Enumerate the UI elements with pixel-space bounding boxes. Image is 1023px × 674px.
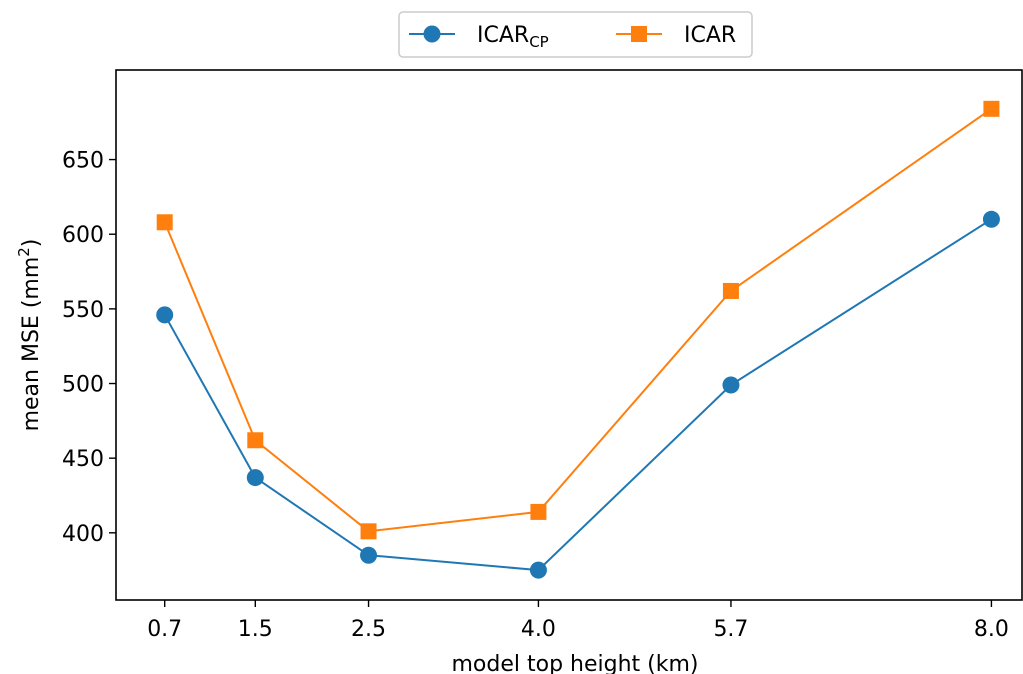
x-tick-label: 4.0 (521, 617, 556, 642)
y-axis-label: mean MSE (mm2) (15, 239, 44, 432)
x-tick-label: 1.5 (238, 617, 273, 642)
data-point-square (247, 432, 264, 449)
y-axis-ticks: 400 450 500 550 600 650 (62, 149, 116, 547)
series-line (163, 107, 992, 533)
y-tick-label: 450 (62, 447, 104, 472)
series-0 (156, 210, 1000, 579)
legend-label-icarcp: ICARCP (477, 23, 549, 51)
data-point-circle (360, 546, 378, 564)
legend: ICARCP ICAR (398, 11, 753, 58)
series-line (163, 218, 992, 572)
data-point-circle (982, 210, 1000, 228)
x-axis-ticks: 0.7 1.5 2.5 4.0 5.7 8.0 (147, 600, 1009, 642)
y-tick-label: 600 (62, 223, 104, 248)
plot-area (115, 69, 1023, 601)
x-tick-label: 8.0 (974, 617, 1009, 642)
data-point-square (722, 282, 739, 299)
y-tick-label: 500 (62, 373, 104, 398)
data-point-circle (156, 306, 174, 324)
data-point-square (360, 523, 377, 540)
data-point-circle (529, 561, 547, 579)
series-1 (156, 100, 1000, 540)
x-tick-label: 0.7 (147, 617, 182, 642)
y-tick-label: 550 (62, 298, 104, 323)
x-axis-label: model top height (km) (452, 652, 699, 674)
data-point-square (156, 214, 173, 231)
legend-label-icar: ICAR (684, 23, 736, 48)
data-point-circle (722, 376, 740, 394)
data-point-square (530, 503, 547, 520)
legend-box (398, 11, 753, 58)
data-point-square (983, 100, 1000, 117)
x-tick-label: 5.7 (713, 617, 748, 642)
data-point-circle (246, 469, 264, 487)
legend-marker-icarcp (423, 25, 441, 43)
legend-marker-icar (631, 26, 647, 42)
y-tick-label: 400 (62, 522, 104, 547)
y-tick-label: 650 (62, 149, 104, 174)
x-tick-label: 2.5 (351, 617, 386, 642)
series-layer (156, 100, 1000, 579)
